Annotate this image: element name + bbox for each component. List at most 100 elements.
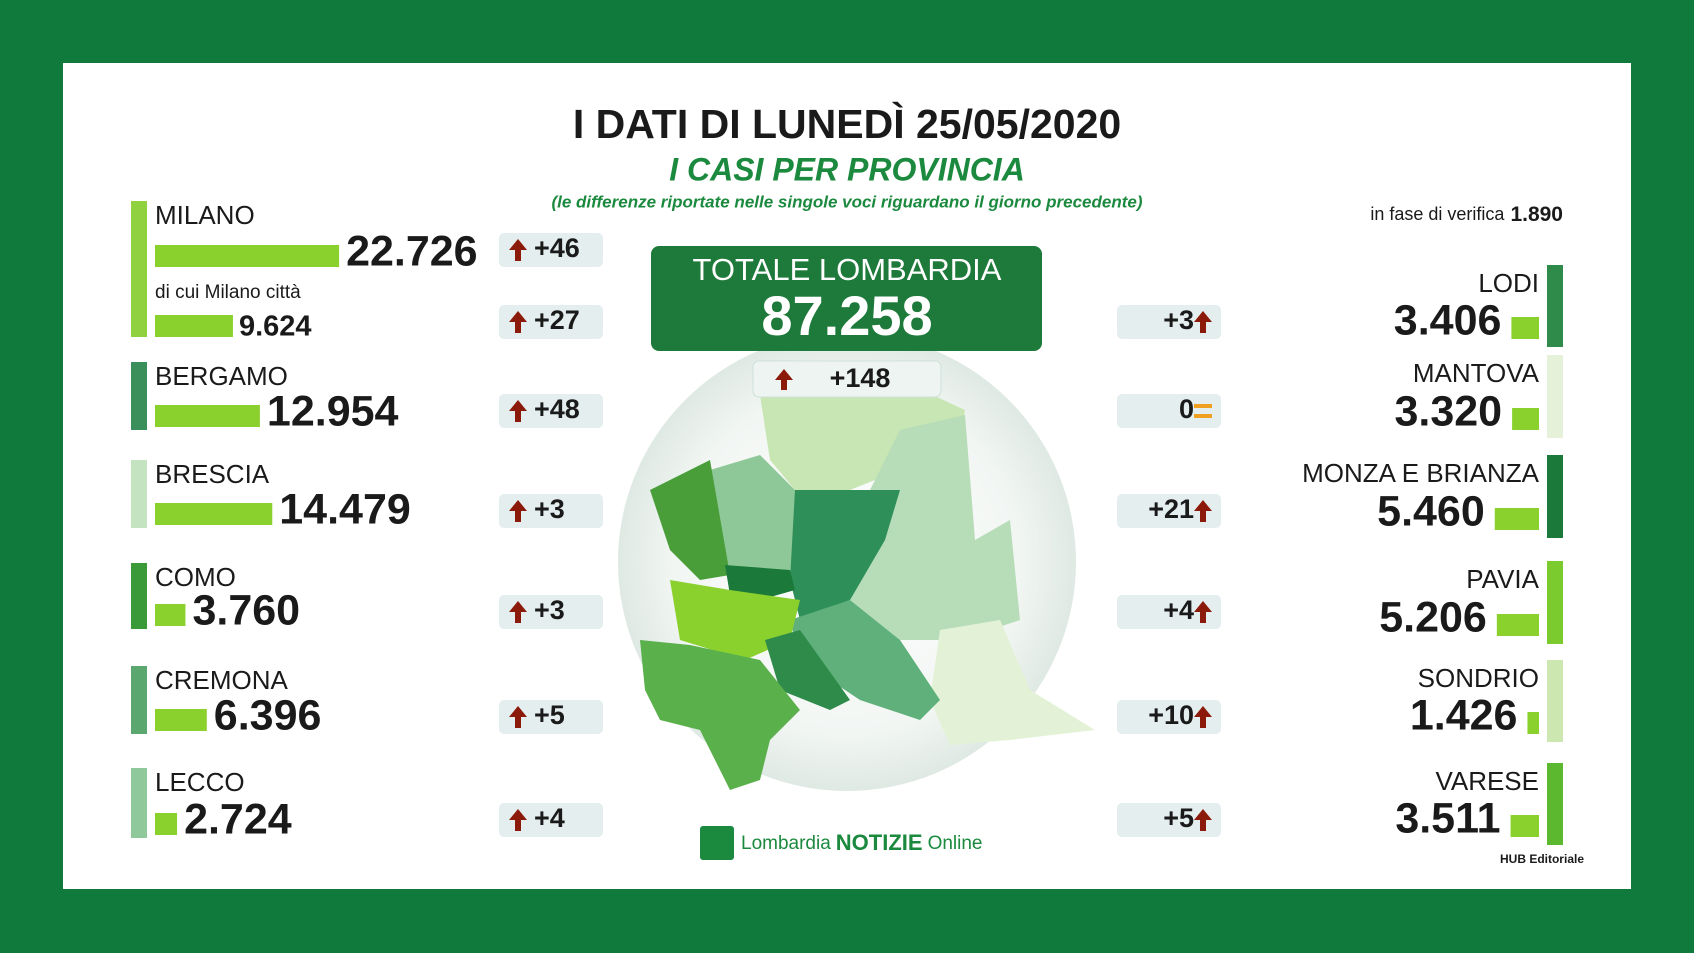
- up-arrow: [509, 500, 527, 522]
- province-strip: [1547, 265, 1563, 347]
- cases: 5.460: [1377, 487, 1485, 535]
- credit: HUB Editoriale: [1500, 852, 1584, 866]
- region: [845, 415, 1020, 640]
- province-name: MILANO: [155, 200, 255, 230]
- up-arrow: [509, 601, 527, 623]
- change: +3: [534, 595, 565, 625]
- total-change: +148: [830, 363, 891, 393]
- change-box: [499, 233, 603, 267]
- bar: [1494, 508, 1539, 530]
- change-box: [499, 803, 603, 837]
- change-box: [1117, 700, 1221, 734]
- change-box: [1117, 494, 1221, 528]
- change: +4: [534, 803, 565, 833]
- change-box: [499, 494, 603, 528]
- change-box: [1117, 595, 1221, 629]
- bar: [155, 604, 186, 626]
- province-strip: [1547, 355, 1563, 438]
- province-name: BRESCIA: [155, 459, 270, 489]
- region: [930, 620, 1095, 745]
- province-strip: [1547, 763, 1563, 845]
- pending-label: in fase di verifica: [1370, 204, 1505, 224]
- subtitle: I CASI PER PROVINCIA: [669, 151, 1025, 187]
- change: +5: [534, 700, 565, 730]
- bar: [1496, 614, 1539, 636]
- province-name: MONZA E BRIANZA: [1302, 458, 1540, 488]
- change: +3: [534, 494, 565, 524]
- province-strip: [1547, 660, 1563, 742]
- cases: 2.724: [184, 795, 292, 843]
- up-arrow: [1194, 601, 1212, 623]
- detail-cases: 9.624: [239, 311, 312, 343]
- brand: Lombardia NOTIZIE Online: [700, 826, 982, 860]
- region: [790, 490, 900, 620]
- province-name: BERGAMO: [155, 361, 288, 391]
- province-strip: [1547, 561, 1563, 644]
- change: +5: [1163, 803, 1194, 833]
- change: 0: [1179, 394, 1194, 424]
- pending: in fase di verifica 1.890: [1370, 203, 1563, 226]
- total-box: [651, 246, 1042, 351]
- bar: [1510, 815, 1539, 837]
- bar: [1512, 408, 1539, 430]
- province-strip: [131, 460, 147, 528]
- province-strip: [131, 666, 147, 734]
- brand-main: NOTIZIE: [836, 830, 923, 855]
- up-arrow: [775, 369, 793, 390]
- equal-sign: [1194, 414, 1212, 418]
- province-strip: [131, 768, 147, 838]
- province-name: VARESE: [1435, 766, 1539, 796]
- map: [618, 333, 1095, 791]
- cases: 12.954: [267, 387, 399, 435]
- region: [765, 630, 850, 710]
- bar: [155, 813, 178, 835]
- bar: [155, 503, 273, 525]
- change-box: [499, 700, 603, 734]
- change-box: [1117, 803, 1221, 837]
- province-strip: [131, 362, 147, 430]
- province-strip: [1547, 455, 1563, 538]
- cases: 3.320: [1394, 387, 1502, 435]
- up-arrow: [1194, 706, 1212, 728]
- equal-sign: [1194, 404, 1212, 408]
- detail-name: di cui Milano città: [155, 282, 301, 303]
- cases: 3.760: [192, 586, 300, 634]
- region: [790, 600, 940, 720]
- change-box: [1117, 394, 1221, 428]
- change: +4: [1163, 595, 1194, 625]
- region: [725, 565, 795, 600]
- region: [650, 460, 730, 580]
- province-name: CREMONA: [155, 665, 289, 695]
- bar: [1527, 712, 1539, 734]
- region: [710, 455, 795, 580]
- bar: [155, 245, 340, 267]
- note: (le differenze riportate nelle singole v…: [551, 192, 1142, 211]
- province-strip: [131, 563, 147, 629]
- province-name: MANTOVA: [1413, 358, 1540, 388]
- province-name: LODI: [1478, 268, 1539, 298]
- province-name: PAVIA: [1466, 564, 1539, 594]
- brand-icon: [700, 826, 734, 860]
- change: +46: [534, 233, 580, 263]
- up-arrow: [509, 809, 527, 831]
- change: +27: [534, 305, 580, 335]
- change: +10: [1148, 700, 1194, 730]
- up-arrow: [509, 706, 527, 728]
- bar: [155, 405, 260, 427]
- pending-value: 1.890: [1510, 203, 1563, 226]
- brand-prefix: Lombardia: [741, 833, 831, 854]
- total-label: TOTALE LOMBARDIA: [693, 252, 1002, 287]
- cases: 1.426: [1410, 691, 1518, 739]
- cases: 5.206: [1379, 593, 1487, 641]
- cases: 14.479: [279, 485, 411, 533]
- up-arrow: [1194, 500, 1212, 522]
- cases: 3.406: [1394, 296, 1502, 344]
- brand-suffix: Online: [928, 833, 983, 854]
- province-strip: [131, 201, 147, 337]
- province-name: SONDRIO: [1418, 663, 1539, 693]
- change-box: [1117, 305, 1221, 339]
- cases: 6.396: [214, 691, 322, 739]
- title: I DATI DI LUNEDÌ 25/05/2020: [573, 101, 1121, 147]
- province-name: COMO: [155, 562, 236, 592]
